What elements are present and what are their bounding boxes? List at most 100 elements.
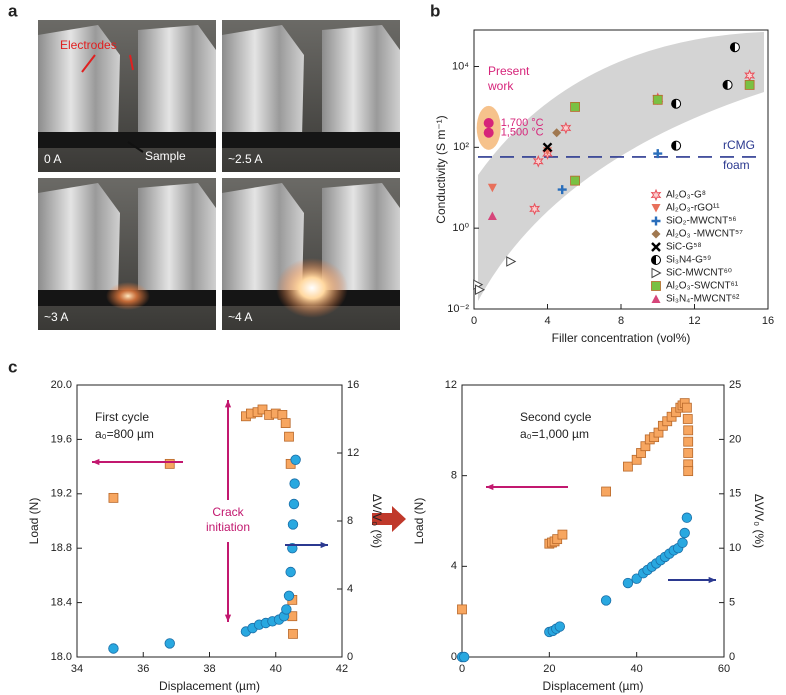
point [164,638,175,649]
annotation: Present [488,64,530,78]
point [288,628,298,639]
x-tick-label: 40 [631,663,643,675]
legend-label: SiC-G⁵⁸ [666,242,702,253]
y2-tick-label: 20 [729,433,741,445]
photo-label: ~4 A [228,310,252,324]
x-tick-label: 36 [137,663,149,675]
point [108,643,119,654]
reference-label: rCMG [723,138,755,152]
point [651,294,661,303]
point-part [671,99,677,109]
electrode [38,183,120,300]
point [744,80,755,90]
point [623,461,633,472]
point [651,242,661,252]
arrow-head [708,576,716,584]
x-tick-label: 0 [471,315,477,327]
point [532,154,544,168]
y-tick-label: 18.4 [51,597,72,609]
panel-label: b [430,1,440,20]
electrode [322,183,400,296]
panel-label: c [8,357,17,376]
electrode [138,183,216,296]
point [557,185,567,195]
point [529,202,541,216]
point [483,127,494,138]
point [681,512,693,523]
legend-label: Al₂O₃-G⁸ [666,190,706,201]
point [683,436,694,447]
photo-label: ~2.5 A [228,152,262,166]
y-tick-label: 0 [451,651,457,663]
y-tick-label: 4 [451,560,457,572]
point [729,42,740,53]
electrode [38,25,120,142]
point [651,216,661,226]
electrode [322,25,400,138]
annotation: Second cycle [520,410,592,424]
x-axis-label: Displacement (µm) [543,679,644,693]
point [290,454,301,466]
point [681,402,692,413]
x-tick-label: 40 [270,663,282,675]
sample-base [38,132,216,148]
point [683,448,694,458]
point [487,183,497,193]
point [283,590,295,602]
y-tick-label: 19.2 [51,488,72,500]
legend-label: Si₃N₄-MWCNT⁶² [666,294,740,305]
point [600,595,612,606]
y-tick-label: 19.6 [51,433,72,445]
glow [276,258,348,318]
annotation: initiation [206,520,250,534]
point [287,519,299,530]
annotation: work [487,79,514,93]
y-tick-label: 18.0 [51,651,72,663]
y2-tick-label: 15 [729,488,741,500]
confidence-band [478,32,764,301]
x-tick-label: 60 [718,663,730,675]
point [650,188,662,202]
x-tick-label: 0 [459,663,465,675]
x-tick-label: 20 [543,663,555,675]
arrow-head [224,400,232,408]
point [570,102,580,112]
point [557,529,568,540]
point [288,498,300,510]
transition-arrow [372,506,406,532]
point-label: 1,700 °C [501,117,544,129]
y2-tick-label: 4 [347,583,353,595]
photo-annotation: Sample [145,149,186,163]
y-axis-label: Load (N) [27,498,41,545]
point [622,577,634,589]
annotation: First cycle [95,410,149,424]
point-part [723,80,728,90]
point [679,527,690,539]
y-axis-label: Conductivity (S m⁻¹) [434,115,448,223]
y2-axis-label: ΔV/V₀ (%) [752,494,766,548]
point [285,566,296,578]
point-part [730,42,735,52]
arrow [81,54,134,73]
x-axis-label: Filler concentration (vol%) [552,331,691,345]
y2-tick-label: 12 [347,447,359,459]
y-tick-label: 20.0 [51,379,72,391]
annotation: a₀=1,000 µm [520,427,589,441]
plot-frame [461,384,725,658]
x-tick-label: 16 [762,315,774,327]
point [108,492,119,503]
point [601,486,611,497]
arrow-head [320,541,328,549]
point [281,604,292,615]
point-part [651,255,656,265]
point-part [671,141,677,151]
y-tick-label: 18.8 [51,542,72,554]
point [289,478,300,489]
legend-label: Al₂O₃-rGO¹¹ [666,203,720,214]
y2-tick-label: 8 [347,515,353,527]
point [651,204,661,213]
reference-label: foam [723,158,750,172]
legend-label: Al₂O₃ -MWCNT⁵⁷ [666,229,743,240]
electrode [138,25,216,138]
